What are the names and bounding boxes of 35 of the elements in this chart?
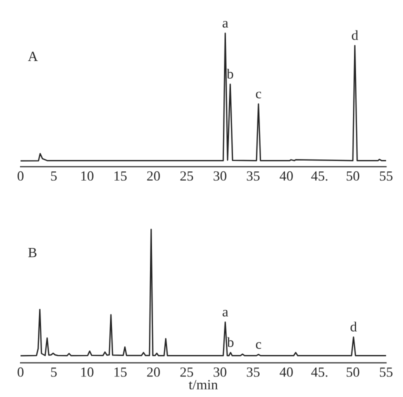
annotation: a — [222, 20, 228, 28]
x-tick-label: 50 — [346, 367, 360, 377]
x-tick-label: 10 — [81, 171, 94, 181]
x-tick-label: 40 — [280, 367, 293, 377]
x-tick-label: 0 — [18, 367, 24, 377]
x-tick-label: 25 — [180, 171, 194, 181]
annotation: c — [256, 92, 262, 98]
x-tick-label: 20 — [147, 367, 160, 377]
annotation: b — [227, 337, 234, 347]
x-tick-label: 10 — [81, 367, 94, 377]
x-tick-label: 30 — [214, 367, 226, 377]
x-tick-label: 15 — [114, 367, 127, 377]
x-tick-label: 5 — [51, 368, 57, 377]
text: B — [28, 248, 36, 258]
x-tick-label: 20 — [147, 171, 160, 181]
x-tick-label: 55 — [380, 171, 392, 181]
annotation: d — [350, 322, 357, 332]
x-tick-label: 25 — [180, 367, 194, 377]
x-axis-title: t/min — [188, 380, 218, 390]
x-tick-label: 30 — [214, 171, 226, 181]
x-tick-label: 5 — [51, 171, 57, 181]
x-tick-label: 40 — [280, 171, 293, 181]
x-tick-label: 15 — [114, 171, 127, 181]
annotation: a — [222, 310, 228, 317]
x-tick-label: 35 — [246, 367, 260, 377]
annotation: d — [352, 30, 358, 40]
text: A — [28, 52, 38, 61]
x-tick-label: 35 — [246, 171, 260, 181]
x-tick-label: 50 — [346, 171, 360, 181]
x-tick-label: 0 — [18, 171, 24, 181]
annotation: c — [256, 342, 262, 349]
x-tick-label: 45. — [311, 171, 328, 181]
annotation: b — [226, 68, 234, 79]
x-tick-label: 55 — [380, 368, 392, 377]
x-tick-label: 45. — [311, 368, 328, 377]
